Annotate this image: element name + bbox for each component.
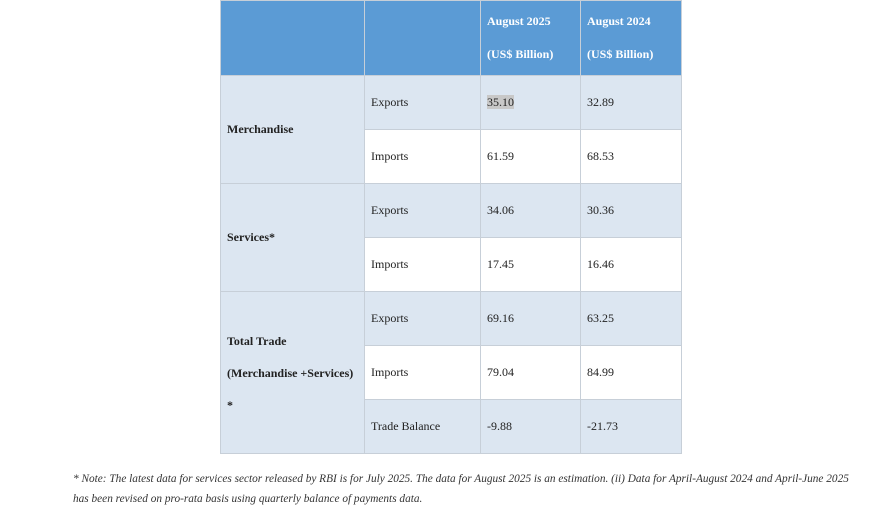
value-cell: -9.88	[480, 399, 581, 454]
header-aug-2024-unit: (US$ Billion)	[587, 47, 654, 61]
header-aug-2024-title: August 2024	[587, 14, 651, 28]
value-cell: 35.10	[480, 75, 581, 130]
category-services: Services*	[220, 183, 365, 292]
header-empty-cell-1	[220, 0, 365, 76]
value-cell: -21.73	[580, 399, 682, 454]
value-cell: 68.53	[580, 129, 682, 184]
table-row: Imports 17.45 16.46	[221, 237, 682, 292]
row-label: Imports	[364, 237, 481, 292]
table-row: Total Trade (Merchandise +Services) * Ex…	[220, 291, 682, 454]
value-cell: 69.16	[480, 291, 581, 346]
table-row: Imports 61.59 68.53	[221, 129, 682, 184]
table-row: Merchandise Exports 35.10 32.89	[220, 75, 682, 184]
category-sublabel: (Merchandise +Services) *	[227, 365, 354, 412]
header-aug-2025-title: August 2025	[487, 14, 551, 28]
row-label: Imports	[364, 345, 481, 400]
category-total-trade: Total Trade (Merchandise +Services) *	[220, 291, 365, 454]
category-label: Merchandise	[227, 122, 294, 136]
value-cell: 16.46	[580, 237, 682, 292]
header-aug-2025-unit: (US$ Billion)	[487, 47, 554, 61]
category-label: Services*	[227, 230, 275, 244]
category-label: Total Trade	[227, 333, 287, 348]
header-empty-cell-2	[364, 0, 481, 76]
row-label: Exports	[364, 291, 481, 346]
highlighted-value: 35.10	[487, 95, 514, 109]
header-aug-2025: August 2025 (US$ Billion)	[480, 0, 581, 76]
table-row: Services* Exports 34.06 30.36	[220, 183, 682, 292]
trade-table: August 2025 (US$ Billion) August 2024 (U…	[220, 0, 682, 454]
value-cell: 84.99	[580, 345, 682, 400]
row-label: Trade Balance	[364, 399, 481, 454]
table-row: Trade Balance -9.88 -21.73	[221, 399, 682, 454]
value-cell: 34.06	[480, 183, 581, 238]
table-header-row: August 2025 (US$ Billion) August 2024 (U…	[220, 0, 682, 76]
value-cell: 32.89	[580, 75, 682, 130]
table-row: Imports 79.04 84.99	[221, 345, 682, 400]
footnote: * Note: The latest data for services sec…	[73, 473, 849, 505]
value-cell: 63.25	[580, 291, 682, 346]
value-cell: 30.36	[580, 183, 682, 238]
row-label: Exports	[364, 183, 481, 238]
row-label: Exports	[364, 75, 481, 130]
value-cell: 17.45	[480, 237, 581, 292]
value-cell: 79.04	[480, 345, 581, 400]
header-aug-2024: August 2024 (US$ Billion)	[580, 0, 682, 76]
row-label: Imports	[364, 129, 481, 184]
value-cell: 61.59	[480, 129, 581, 184]
category-merchandise: Merchandise	[220, 75, 365, 184]
